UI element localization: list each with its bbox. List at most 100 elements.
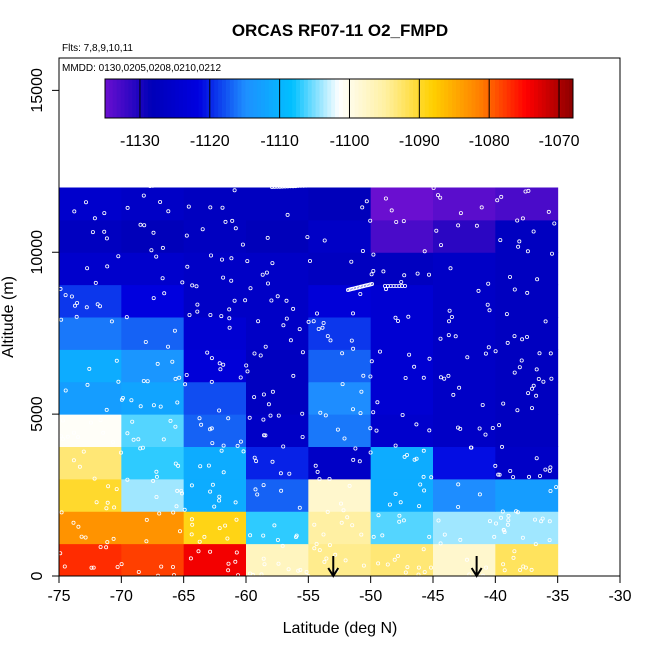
observation-point [458, 211, 463, 216]
observation-point [247, 415, 252, 420]
y-axis-label: Altitude (m) [0, 276, 17, 358]
heatmap-cell [308, 414, 372, 447]
colorbar-strip [506, 79, 511, 118]
observation-point [161, 437, 166, 442]
heatmap-cell [370, 349, 434, 383]
observation-point [286, 567, 291, 572]
observation-point [205, 350, 210, 355]
observation-point [309, 183, 314, 188]
observation-point [405, 565, 410, 570]
observation-point [264, 270, 269, 275]
observation-point [368, 374, 373, 379]
observation-point [270, 261, 275, 266]
observation-point [369, 272, 374, 277]
colorbar-strip [296, 79, 301, 118]
observation-point [527, 474, 532, 479]
x-axis: -75 -70 -65 -60 -55 -50 -45 -40 -35 -30 [47, 576, 632, 605]
observation-point [361, 563, 366, 568]
colorbar-strip [448, 79, 453, 118]
heatmap-cell [246, 414, 309, 447]
observation-point [383, 196, 388, 201]
observation-point [221, 362, 226, 367]
observation-point [483, 432, 488, 437]
observation-point [226, 416, 231, 421]
observation-point [447, 308, 452, 313]
observation-point [319, 182, 324, 187]
colorbar-strip [452, 79, 457, 118]
observation-point [304, 570, 309, 575]
colorbar-strip [155, 79, 160, 118]
y-tick-label: 5000 [29, 396, 46, 432]
colorbar-strip [362, 79, 367, 118]
observation-point [217, 498, 222, 503]
observation-point [496, 472, 501, 477]
observation-point [340, 351, 345, 356]
heatmap-cell [370, 414, 434, 447]
observation-point [515, 408, 520, 413]
observation-point [171, 176, 176, 181]
observation-point [261, 392, 266, 397]
observation-point [104, 407, 109, 412]
flights-subtitle: Flts: 7,8,9,10,11 [62, 43, 133, 54]
observation-point [98, 178, 103, 183]
observation-point [517, 365, 522, 370]
observation-point [119, 178, 124, 183]
observation-point [155, 361, 160, 366]
heatmap-cell [183, 219, 247, 253]
observation-point [501, 562, 506, 567]
observation-point [189, 532, 194, 537]
observation-point [517, 239, 522, 244]
observation-point [104, 236, 109, 241]
heatmap-cell [433, 414, 496, 447]
colorbar-strip [385, 79, 391, 118]
observation-point [69, 294, 74, 299]
heatmap-cell [495, 511, 559, 545]
observation-point [297, 327, 302, 332]
colorbar-strip [171, 79, 176, 118]
observation-point [533, 517, 538, 522]
colorbar-strip [245, 79, 250, 118]
observation-point [149, 248, 154, 253]
observation-point [427, 534, 432, 539]
observation-point [446, 333, 451, 338]
observation-point [252, 395, 257, 400]
heatmap-cell [59, 446, 122, 480]
observation-point [177, 375, 182, 380]
observation-point [119, 562, 124, 567]
observation-point [321, 320, 326, 325]
colorbar-strip [409, 79, 414, 118]
observation-point [296, 568, 301, 573]
colorbar-strip [319, 79, 324, 118]
observation-point [221, 443, 226, 448]
colorbar-strip [479, 79, 484, 118]
observation-point [498, 238, 503, 243]
observation-point [300, 411, 305, 416]
observation-point [217, 494, 222, 499]
colorbar-strip [557, 79, 562, 118]
observation-point [376, 513, 381, 518]
observation-point [158, 404, 163, 409]
observation-point [179, 491, 184, 496]
observation-point [328, 338, 333, 343]
observation-point [449, 314, 454, 319]
observation-point [199, 422, 204, 427]
observation-point [218, 367, 223, 372]
observation-point [277, 184, 282, 189]
colorbar-strip [253, 79, 258, 118]
observation-point [124, 315, 129, 320]
heatmap-cell [370, 284, 434, 318]
observation-point [435, 193, 440, 198]
observation-point [106, 484, 111, 489]
observation-point [115, 565, 120, 570]
observation-point [145, 177, 150, 182]
colorbar-strip [541, 79, 547, 118]
observation-point [312, 546, 317, 551]
observation-point [285, 212, 290, 217]
heatmap-cell [370, 252, 434, 286]
colorbar-strip [569, 79, 574, 118]
observation-point [371, 252, 376, 257]
observation-point [512, 334, 517, 339]
observation-point [260, 272, 265, 277]
observation-point [493, 349, 498, 354]
